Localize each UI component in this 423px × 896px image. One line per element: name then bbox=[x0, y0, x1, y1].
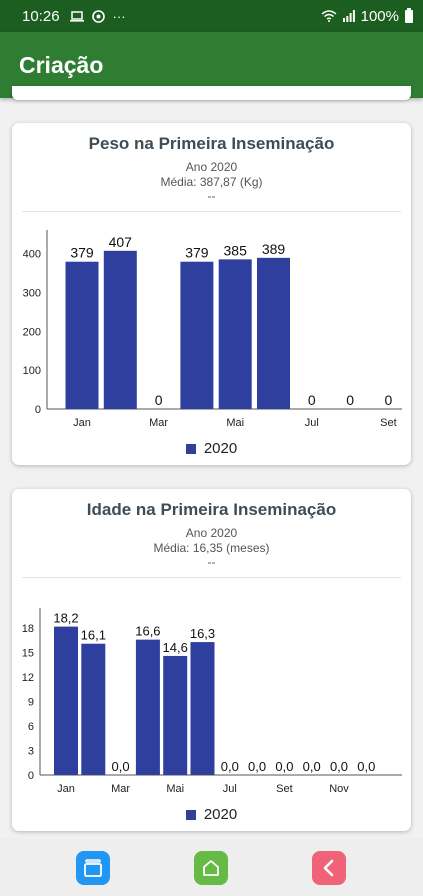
bar-value-label: 0,0 bbox=[357, 759, 375, 774]
x-tick-label: Mai bbox=[226, 417, 244, 429]
legend-label: 2020 bbox=[203, 806, 238, 823]
y-tick-label: 0 bbox=[28, 770, 34, 782]
bar-value-label: 0,0 bbox=[330, 759, 348, 774]
chart-note: -- bbox=[207, 555, 216, 569]
x-tick-label: Set bbox=[380, 417, 397, 429]
bar bbox=[257, 257, 290, 409]
signal-icon bbox=[342, 10, 355, 22]
y-tick-label: 200 bbox=[23, 326, 41, 338]
bar-value-label: 18,2 bbox=[53, 611, 78, 626]
bar-value-label: 0,0 bbox=[248, 759, 266, 774]
weight-chart-card: Peso na Primeira Inseminação Ano 2020 Mé… bbox=[12, 123, 411, 465]
bottom-navigation bbox=[0, 838, 423, 896]
x-tick-label: Mar bbox=[111, 783, 130, 795]
x-tick-label: Nov bbox=[329, 783, 349, 795]
chart-note: -- bbox=[207, 189, 216, 203]
y-tick-label: 0 bbox=[35, 404, 41, 416]
chart-average: Média: 387,87 (Kg) bbox=[160, 175, 263, 189]
y-tick-label: 400 bbox=[23, 249, 41, 261]
list-nav-button[interactable] bbox=[76, 851, 110, 885]
weight-bar-chart: 0 100 200 300 400 379 Jan 407 0 Mar 379 385 Mai 389 0 J… bbox=[23, 230, 402, 429]
battery-icon bbox=[405, 7, 413, 23]
y-tick-label: 12 bbox=[22, 672, 34, 684]
x-tick-label: Mar bbox=[149, 417, 168, 429]
back-nav-button[interactable] bbox=[312, 851, 346, 885]
bar-value-label: 407 bbox=[109, 234, 133, 250]
x-tick-label: Jul bbox=[223, 783, 237, 795]
bar-value-label: 379 bbox=[70, 245, 94, 261]
legend-swatch bbox=[185, 443, 196, 454]
bar bbox=[218, 259, 252, 409]
bar bbox=[54, 626, 78, 775]
bar-value-label: 14,6 bbox=[163, 640, 188, 655]
y-tick-label: 15 bbox=[22, 648, 34, 660]
bar bbox=[163, 655, 188, 775]
page-title: Criação bbox=[19, 51, 104, 78]
divider bbox=[22, 211, 401, 212]
cards-icon bbox=[84, 859, 102, 877]
divider bbox=[22, 577, 401, 578]
more-notifications-icon: ··· bbox=[112, 8, 126, 24]
age-bar-chart: 0 3 6 9 12 15 18 18,2 Jan 16,1 0,0 Mar 16,614,6 Mai 16… bbox=[22, 608, 402, 795]
chart-year: Ano 2020 bbox=[185, 526, 238, 540]
x-tick-label: Mai bbox=[166, 783, 184, 795]
chart-year: Ano 2020 bbox=[185, 160, 238, 174]
bar bbox=[103, 250, 137, 409]
legend-label: 2020 bbox=[203, 440, 238, 457]
age-chart-card: Idade na Primeira Inseminação Ano 2020 M… bbox=[12, 489, 411, 831]
chart-legend: 2020 bbox=[12, 806, 411, 823]
status-time: 10:26 bbox=[22, 7, 60, 25]
bar-value-label: 379 bbox=[185, 245, 209, 261]
bar bbox=[190, 642, 215, 775]
bar-value-label: 0 bbox=[346, 392, 354, 408]
chart-title: Peso na Primeira Inseminação bbox=[88, 134, 335, 153]
y-tick-label: 6 bbox=[28, 721, 34, 733]
home-icon bbox=[203, 860, 219, 876]
laptop-icon bbox=[69, 10, 84, 22]
chrome-icon bbox=[91, 9, 105, 23]
y-tick-label: 100 bbox=[23, 365, 41, 377]
y-tick-label: 18 bbox=[22, 623, 34, 635]
bar-value-label: 16,3 bbox=[190, 626, 215, 641]
y-tick-label: 300 bbox=[23, 287, 41, 299]
bar-value-label: 385 bbox=[224, 242, 248, 258]
bar bbox=[81, 643, 106, 775]
y-tick-label: 3 bbox=[28, 746, 34, 758]
wifi-icon bbox=[321, 10, 337, 22]
battery-percent: 100% bbox=[360, 7, 399, 25]
chevron-left-icon bbox=[323, 859, 334, 877]
bar-value-label: 0,0 bbox=[275, 759, 293, 774]
x-tick-label: Set bbox=[276, 783, 293, 795]
bar-value-label: 0 bbox=[155, 392, 163, 408]
y-tick-label: 9 bbox=[28, 697, 34, 709]
bar-value-label: 16,6 bbox=[135, 624, 160, 639]
bar-value-label: 0,0 bbox=[303, 759, 321, 774]
bar-value-label: 16,1 bbox=[81, 628, 106, 643]
bar bbox=[135, 639, 160, 775]
bar-value-label: 0,0 bbox=[112, 759, 130, 774]
bar-value-label: 0 bbox=[308, 392, 316, 408]
status-bar: 10:26 ··· 100% bbox=[0, 0, 423, 32]
bar-value-label: 0,0 bbox=[221, 759, 239, 774]
x-tick-label: Jul bbox=[305, 417, 319, 429]
chart-average: Média: 16,35 (meses) bbox=[153, 541, 270, 555]
bar bbox=[180, 261, 214, 409]
bar-value-label: 389 bbox=[262, 241, 286, 257]
chart-title: Idade na Primeira Inseminação bbox=[86, 500, 337, 519]
chart-legend: 2020 bbox=[12, 440, 411, 457]
legend-swatch bbox=[185, 809, 196, 820]
bar bbox=[65, 261, 99, 409]
home-nav-button[interactable] bbox=[194, 851, 228, 885]
previous-card-edge bbox=[12, 86, 411, 100]
x-tick-label: Jan bbox=[73, 417, 91, 429]
x-tick-label: Jan bbox=[57, 783, 75, 795]
bar-value-label: 0 bbox=[385, 392, 393, 408]
